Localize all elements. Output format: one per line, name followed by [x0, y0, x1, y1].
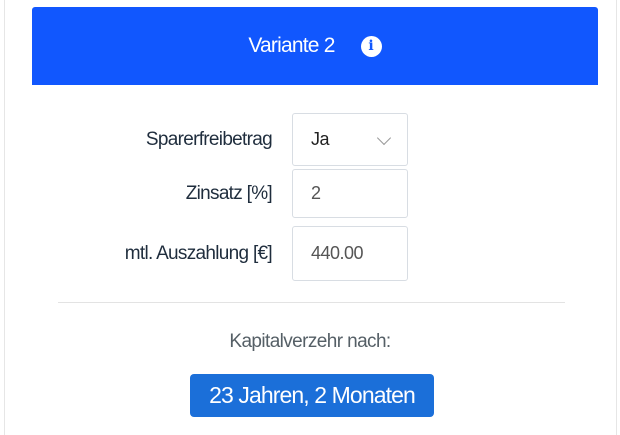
zinsatz-label: Zinsatz [%] [185, 183, 273, 204]
variant-header: Variante 2 i [32, 7, 598, 85]
sparerfreibetrag-label: Sparerfreibetrag [145, 129, 273, 150]
info-circle-icon[interactable]: i [360, 35, 382, 57]
sparerfreibetrag-value: Ja [311, 129, 330, 149]
auszahlung-label: mtl. Auszahlung [€] [124, 243, 273, 264]
sparerfreibetrag-select[interactable]: Ja [292, 113, 408, 166]
variant-title: Variante 2 [248, 34, 335, 57]
auszahlung-value: 440.00 [311, 243, 364, 263]
result-label: Kapitalverzehr nach: [229, 331, 391, 352]
zinsatz-value: 2 [311, 183, 321, 203]
zinsatz-input[interactable]: 2 [292, 169, 408, 218]
card-frame [4, 0, 617, 435]
result-badge: 23 Jahren, 2 Monaten [190, 374, 434, 417]
divider [58, 302, 565, 303]
chevron-down-icon [376, 130, 392, 145]
auszahlung-input[interactable]: 440.00 [292, 226, 408, 281]
